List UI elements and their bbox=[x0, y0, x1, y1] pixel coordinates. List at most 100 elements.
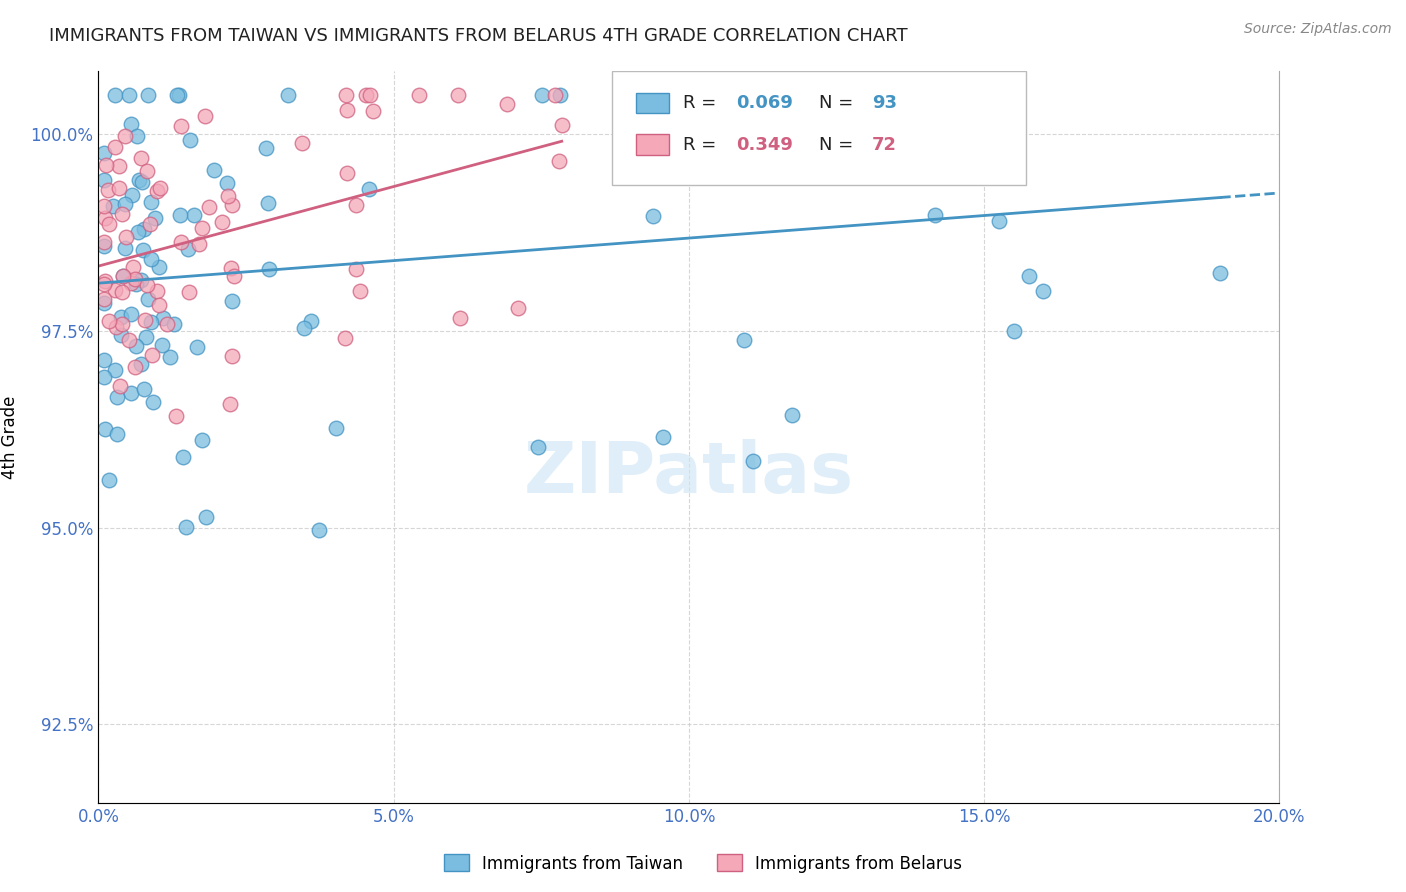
Point bbox=[132, 243, 155, 257]
Point bbox=[129, 357, 152, 371]
Point bbox=[945, 120, 967, 135]
Point bbox=[101, 199, 124, 213]
Point bbox=[128, 173, 150, 187]
Point bbox=[143, 211, 166, 225]
Point bbox=[134, 222, 156, 236]
Point bbox=[114, 128, 136, 143]
Point bbox=[104, 87, 127, 102]
Point bbox=[148, 298, 170, 312]
Point bbox=[93, 296, 115, 310]
Point bbox=[711, 87, 734, 102]
Point bbox=[219, 261, 242, 276]
Point bbox=[97, 217, 120, 231]
Point bbox=[166, 87, 188, 102]
Point bbox=[131, 175, 153, 189]
Text: 0.349: 0.349 bbox=[737, 136, 793, 153]
Point bbox=[159, 350, 181, 364]
Legend: Immigrants from Taiwan, Immigrants from Belarus: Immigrants from Taiwan, Immigrants from … bbox=[437, 847, 969, 880]
Point bbox=[139, 252, 162, 266]
Point bbox=[336, 166, 359, 180]
Point bbox=[187, 236, 209, 251]
Point bbox=[924, 208, 946, 222]
Point bbox=[163, 317, 186, 331]
Point bbox=[357, 182, 380, 196]
Point bbox=[508, 301, 530, 315]
Point bbox=[114, 230, 136, 244]
Point bbox=[349, 284, 371, 298]
Point bbox=[336, 103, 359, 118]
Text: Source: ZipAtlas.com: Source: ZipAtlas.com bbox=[1244, 22, 1392, 37]
Point bbox=[202, 162, 225, 177]
Text: 93: 93 bbox=[872, 94, 897, 112]
Point bbox=[93, 274, 115, 288]
Point bbox=[780, 408, 803, 422]
Point bbox=[114, 241, 136, 255]
Point bbox=[299, 314, 322, 328]
Point bbox=[118, 333, 141, 347]
Point bbox=[107, 159, 129, 173]
Point bbox=[108, 180, 131, 194]
Point bbox=[652, 430, 675, 444]
Point bbox=[219, 397, 242, 411]
Point bbox=[93, 277, 115, 292]
Point bbox=[132, 382, 155, 396]
Text: 0.069: 0.069 bbox=[737, 94, 793, 112]
Point bbox=[665, 87, 688, 102]
Point bbox=[93, 369, 115, 384]
Point bbox=[637, 103, 659, 118]
Point bbox=[543, 87, 565, 102]
Point bbox=[111, 317, 134, 331]
Point bbox=[277, 87, 299, 102]
Point bbox=[127, 226, 149, 240]
Point bbox=[94, 422, 117, 436]
Point bbox=[198, 200, 221, 214]
Point bbox=[105, 390, 128, 404]
Point bbox=[325, 420, 347, 434]
Point bbox=[346, 262, 368, 277]
Point bbox=[111, 207, 134, 221]
Point bbox=[194, 109, 217, 123]
Point bbox=[150, 338, 173, 352]
Point bbox=[136, 87, 159, 102]
Point bbox=[105, 320, 128, 334]
Point bbox=[146, 284, 169, 298]
Bar bbox=[636, 93, 669, 113]
Point bbox=[1032, 284, 1054, 298]
Point bbox=[1002, 324, 1025, 338]
Point bbox=[107, 426, 129, 441]
Point bbox=[120, 277, 142, 291]
Point bbox=[170, 235, 193, 249]
Point bbox=[551, 118, 574, 132]
Point bbox=[110, 310, 132, 324]
Point bbox=[142, 394, 165, 409]
Point bbox=[291, 136, 314, 151]
Point bbox=[257, 262, 280, 277]
Point bbox=[104, 139, 127, 153]
Point bbox=[530, 87, 553, 102]
Point bbox=[1209, 266, 1232, 280]
Text: IMMIGRANTS FROM TAIWAN VS IMMIGRANTS FROM BELARUS 4TH GRADE CORRELATION CHART: IMMIGRANTS FROM TAIWAN VS IMMIGRANTS FRO… bbox=[49, 27, 908, 45]
Point bbox=[756, 100, 779, 114]
Point bbox=[172, 450, 194, 464]
Point bbox=[122, 260, 145, 275]
Point bbox=[217, 176, 239, 190]
Point bbox=[139, 316, 162, 330]
Point bbox=[221, 294, 243, 309]
Point bbox=[156, 317, 179, 331]
Point bbox=[356, 87, 378, 102]
Point bbox=[527, 441, 550, 455]
Text: 72: 72 bbox=[872, 136, 897, 153]
Point bbox=[359, 87, 381, 102]
Point bbox=[742, 454, 765, 468]
Point bbox=[114, 196, 136, 211]
Point bbox=[308, 523, 330, 537]
Point bbox=[988, 213, 1011, 227]
Point bbox=[135, 278, 157, 293]
Point bbox=[125, 277, 148, 291]
Point bbox=[111, 269, 134, 284]
Point bbox=[136, 164, 159, 178]
Point bbox=[643, 209, 665, 223]
Point bbox=[129, 151, 152, 165]
Point bbox=[135, 329, 157, 343]
Point bbox=[179, 133, 201, 147]
